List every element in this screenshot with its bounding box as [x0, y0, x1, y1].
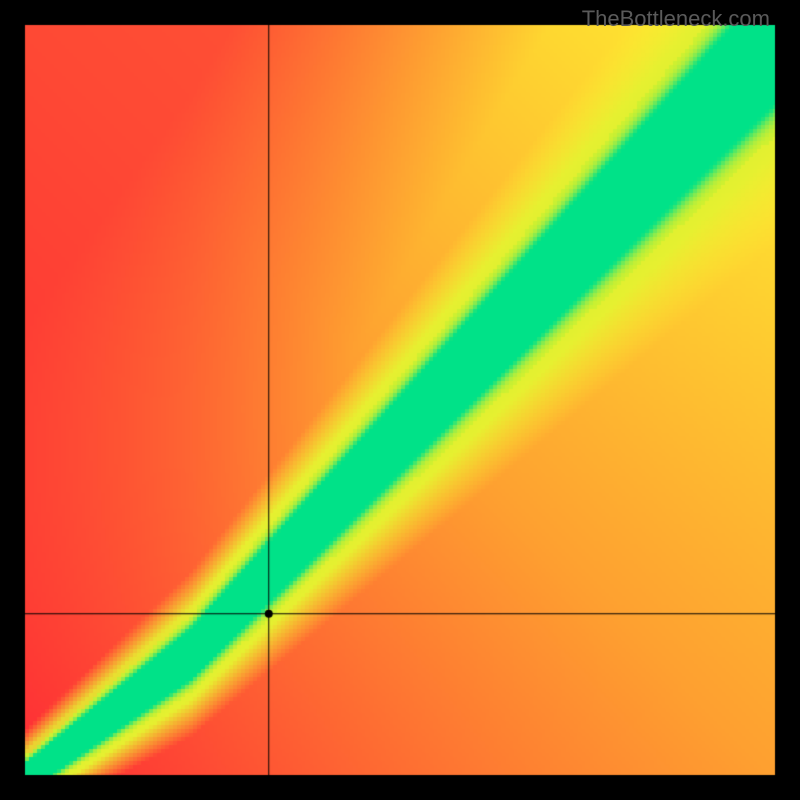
watermark-text: TheBottleneck.com: [582, 6, 770, 32]
bottleneck-heatmap: [0, 0, 800, 800]
chart-container: TheBottleneck.com: [0, 0, 800, 800]
